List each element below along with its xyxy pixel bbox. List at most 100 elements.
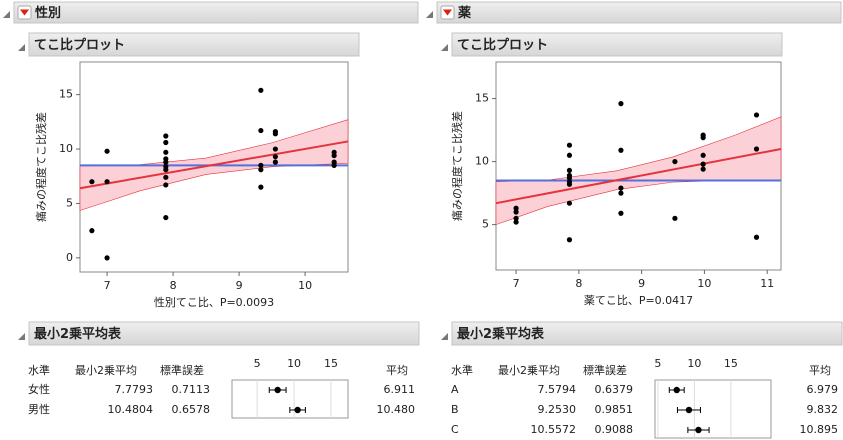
disclosure-icon[interactable] <box>3 11 10 18</box>
data-point <box>163 139 169 146</box>
data-point <box>513 219 519 225</box>
mini-tick-label: 5 <box>654 357 661 370</box>
x-tick-label: 8 <box>170 279 177 292</box>
data-point <box>753 112 760 118</box>
data-point <box>618 185 624 191</box>
x-tick-label: 8 <box>575 277 582 290</box>
data-point <box>513 215 519 221</box>
data-point <box>566 175 573 181</box>
data-point <box>753 234 760 240</box>
data-point <box>163 182 169 188</box>
data-point <box>513 205 519 211</box>
table-cell: 0.6379 <box>595 383 634 396</box>
ls-mean-point <box>294 406 301 414</box>
data-point <box>700 161 706 167</box>
x-tick-label: 11 <box>760 277 774 290</box>
x-axis-label: 性別てこ比、P=0.0093 <box>154 295 274 309</box>
table-header: 最小2乗平均 <box>498 364 560 377</box>
table-header: 標準誤差 <box>160 363 204 377</box>
table-cell: 0.7113 <box>172 383 211 396</box>
table-cell: 0.9851 <box>595 403 634 416</box>
data-point <box>618 190 624 196</box>
data-point <box>700 166 706 172</box>
table-title: 最小2乗平均表 <box>457 326 545 342</box>
data-point <box>104 255 110 261</box>
data-point <box>700 152 706 158</box>
mini-frame <box>231 379 349 419</box>
y-tick-label: 5 <box>482 218 489 231</box>
table-title-bar <box>28 321 420 346</box>
table-cell: 7.5794 <box>538 383 577 396</box>
data-point <box>566 181 573 187</box>
data-point <box>104 148 110 154</box>
data-point <box>258 87 264 93</box>
data-point <box>566 152 573 158</box>
table-cell: 0.9088 <box>595 423 634 436</box>
table-cell: 0.6578 <box>172 403 211 416</box>
table-cell: 10.480 <box>377 403 416 416</box>
panel-title: 性別 <box>35 5 61 21</box>
data-point <box>566 167 573 174</box>
disclosure-icon[interactable] <box>426 11 433 18</box>
ls-mean-point <box>695 426 702 434</box>
x-axis-label: 薬てこ比、P=0.0417 <box>584 294 693 307</box>
ls-mean-point <box>685 406 693 414</box>
table-cell: 女性 <box>28 382 50 396</box>
data-point <box>272 146 278 152</box>
data-point <box>566 200 573 206</box>
table-cell: 6.979 <box>807 383 839 396</box>
panel-title-bar <box>436 1 842 24</box>
data-point <box>258 127 264 134</box>
table-header: 平均 <box>809 364 831 377</box>
data-point <box>163 167 169 173</box>
data-point <box>163 214 169 221</box>
x-tick-label: 10 <box>697 277 711 290</box>
y-tick-label: 15 <box>475 92 489 105</box>
data-point <box>258 167 264 173</box>
plot-title: てこ比プロット <box>34 37 125 53</box>
table-cell: 6.911 <box>384 383 416 396</box>
table-cell: 10.5572 <box>531 423 577 436</box>
data-point <box>163 174 169 180</box>
table-cell: 男性 <box>28 402 50 416</box>
data-point <box>258 184 264 190</box>
data-point <box>618 147 624 153</box>
data-point <box>163 159 169 165</box>
ls-mean-point <box>274 386 281 394</box>
data-point <box>272 154 278 160</box>
data-point <box>331 162 337 168</box>
mini-tick-label: 10 <box>287 357 301 370</box>
data-point <box>672 215 678 221</box>
disclosure-icon[interactable] <box>441 333 448 340</box>
table-cell: 9.832 <box>807 403 839 416</box>
data-point <box>700 135 706 141</box>
disclosure-icon[interactable] <box>18 44 25 51</box>
table-header: 最小2乗平均 <box>75 364 137 377</box>
data-point <box>272 131 278 137</box>
data-point <box>513 209 519 215</box>
table-cell: 7.7793 <box>115 383 154 396</box>
data-point <box>272 159 278 165</box>
mini-tick-label: 15 <box>724 357 738 370</box>
disclosure-icon[interactable] <box>441 44 448 51</box>
data-point <box>672 158 678 165</box>
x-tick-label: 9 <box>236 279 243 292</box>
data-point <box>566 142 573 148</box>
table-header: 水準 <box>28 363 50 377</box>
table-cell: 10.895 <box>800 423 839 436</box>
y-tick-label: 10 <box>59 142 73 155</box>
x-tick-label: 9 <box>638 277 645 290</box>
mini-tick-label: 10 <box>687 357 701 370</box>
y-tick-label: 0 <box>66 251 73 264</box>
table-header: 標準誤差 <box>583 363 627 377</box>
table-cell: B <box>451 403 459 416</box>
x-tick-label: 7 <box>104 279 111 292</box>
disclosure-icon[interactable] <box>18 333 25 340</box>
y-tick-label: 15 <box>59 88 73 101</box>
plot-title: てこ比プロット <box>457 37 548 53</box>
data-point <box>89 228 95 234</box>
mini-tick-label: 5 <box>254 357 261 370</box>
plot-title-bar <box>28 32 360 57</box>
table-header: 水準 <box>451 363 473 377</box>
mini-frame <box>654 379 772 439</box>
